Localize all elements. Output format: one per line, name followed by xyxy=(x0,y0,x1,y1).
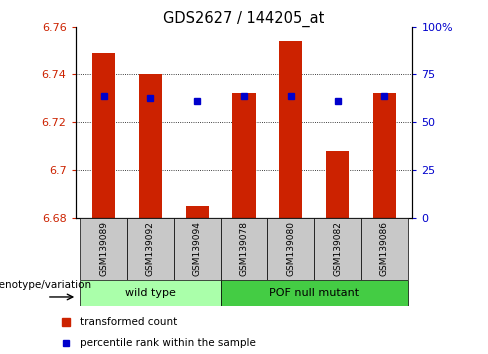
Bar xyxy=(127,218,174,280)
Title: GDS2627 / 144205_at: GDS2627 / 144205_at xyxy=(163,10,325,27)
Bar xyxy=(139,74,162,218)
Bar xyxy=(279,41,303,218)
Text: percentile rank within the sample: percentile rank within the sample xyxy=(80,338,256,348)
Text: genotype/variation: genotype/variation xyxy=(0,280,91,290)
Text: GSM139078: GSM139078 xyxy=(240,221,248,276)
Text: GSM139089: GSM139089 xyxy=(99,221,108,276)
Bar xyxy=(373,93,396,218)
Text: GSM139094: GSM139094 xyxy=(193,221,202,276)
Bar xyxy=(221,218,267,280)
Bar xyxy=(81,280,221,306)
Text: GSM139092: GSM139092 xyxy=(146,221,155,276)
Bar xyxy=(314,218,361,280)
Bar xyxy=(174,218,221,280)
Bar xyxy=(81,218,127,280)
Bar xyxy=(232,93,256,218)
Bar xyxy=(326,151,349,218)
Bar xyxy=(185,206,209,218)
Text: wild type: wild type xyxy=(125,288,176,298)
Text: transformed count: transformed count xyxy=(80,318,177,327)
Text: GSM139080: GSM139080 xyxy=(286,221,295,276)
Text: GSM139082: GSM139082 xyxy=(333,221,342,276)
Bar xyxy=(267,218,314,280)
Text: POF null mutant: POF null mutant xyxy=(269,288,359,298)
Bar xyxy=(221,280,407,306)
Bar xyxy=(361,218,407,280)
Text: GSM139086: GSM139086 xyxy=(380,221,389,276)
Bar xyxy=(92,53,115,218)
